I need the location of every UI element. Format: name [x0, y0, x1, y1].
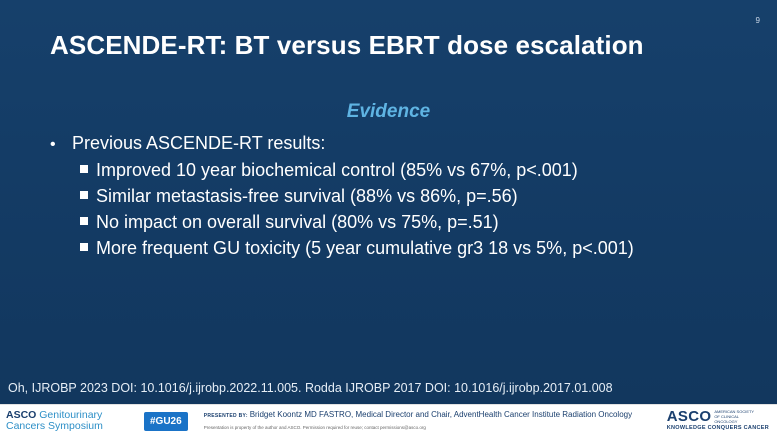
sub-bullet-text: Improved 10 year biochemical control (85…: [96, 160, 578, 180]
presenter-info: PRESENTED BY: Bridget Koontz MD FASTRO, …: [204, 410, 632, 432]
square-bullet-icon: [80, 191, 88, 199]
asco-logo-text: ASCO: [666, 408, 712, 425]
presented-by-label: PRESENTED BY:: [203, 413, 248, 419]
logo-genitourinary-text: Genitourinary: [39, 409, 103, 421]
asco-tagline: KNOWLEDGE CONQUERS CANCER: [666, 425, 769, 431]
square-bullet-icon: [80, 243, 88, 251]
reference-citation: Oh, IJROBP 2023 DOI: 10.1016/j.ijrobp.20…: [8, 381, 613, 395]
square-bullet-icon: [80, 217, 88, 225]
bullet-list: • Previous ASCENDE-RT results: Improved …: [50, 133, 634, 263]
presenter-name: Bridget Koontz MD FASTRO, Medical Direct…: [249, 410, 633, 419]
square-bullet-icon: [80, 165, 88, 173]
page-number: 9: [755, 16, 760, 25]
sub-bullet: More frequent GU toxicity (5 year cumula…: [80, 237, 634, 259]
sub-bullet: Similar metastasis-free survival (88% vs…: [80, 185, 634, 207]
permission-note: Presentation is property of the author a…: [203, 425, 426, 430]
logo-symposium-text: Cancers Symposium: [6, 420, 103, 432]
sub-bullet: Improved 10 year biochemical control (85…: [80, 159, 634, 181]
sub-bullet-text: Similar metastasis-free survival (88% vs…: [96, 186, 518, 206]
gu-symposium-logo: ASCO Genitourinary Cancers Symposium: [6, 410, 126, 432]
asco-org-name: AMERICAN SOCIETY OF CLINICAL ONCOLOGY: [714, 409, 755, 424]
sub-bullet: No impact on overall survival (80% vs 75…: [80, 211, 634, 233]
asco-logo: ASCO AMERICAN SOCIETY OF CLINICAL ONCOLO…: [667, 408, 769, 431]
logo-asco-text: ASCO: [6, 409, 37, 421]
hashtag-badge: #GU26: [144, 411, 188, 431]
sub-bullet-text: More frequent GU toxicity (5 year cumula…: [96, 238, 634, 258]
slide-title: ASCENDE-RT: BT versus EBRT dose escalati…: [50, 30, 644, 60]
bullet-dot-icon: •: [50, 136, 56, 153]
slide-subtitle: Evidence: [346, 101, 431, 122]
main-bullet: • Previous ASCENDE-RT results: Improved …: [50, 133, 634, 259]
sub-bullet-text: No impact on overall survival (80% vs 75…: [96, 212, 499, 232]
footer-bar: ASCO Genitourinary Cancers Symposium #GU…: [0, 404, 777, 437]
main-bullet-text: Previous ASCENDE-RT results:: [72, 133, 326, 153]
slide: 9 ASCENDE-RT: BT versus EBRT dose escala…: [0, 0, 777, 404]
sub-bullet-list: Improved 10 year biochemical control (85…: [80, 159, 634, 259]
